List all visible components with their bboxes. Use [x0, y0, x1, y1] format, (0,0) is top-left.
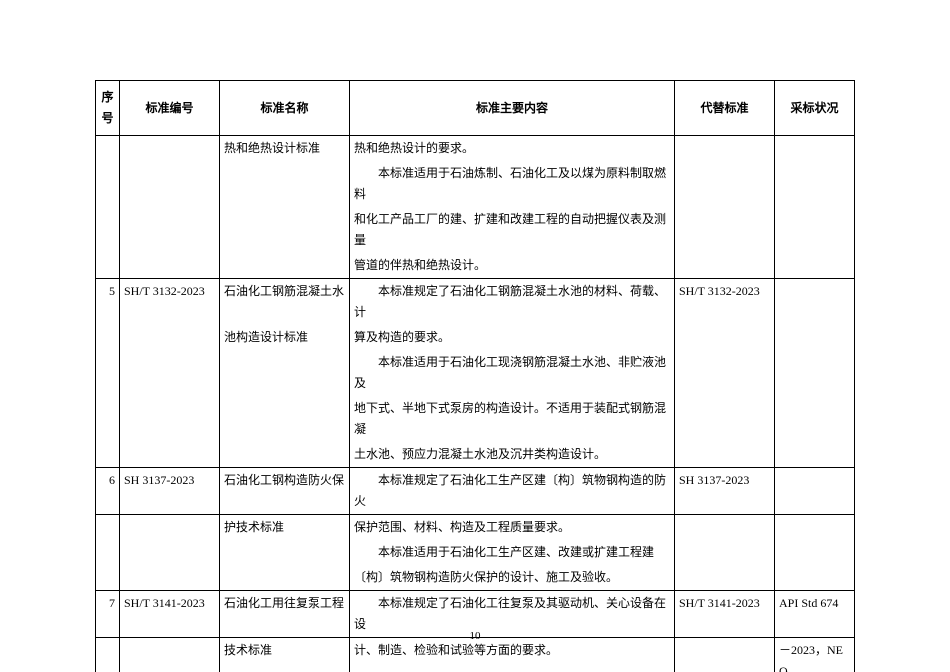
page-number: 10 [0, 630, 950, 642]
col-name: 标准名称 [220, 81, 350, 136]
cell-content: 本标准规定了石油化工钢筋混凝土水池的材料、荷载、计 [350, 279, 675, 326]
table-row: 护技术标准 保护范围、材料、构造及工程质量要求。 [96, 515, 855, 541]
table-row: 热和绝热设计标准 热和绝热设计的要求。 [96, 136, 855, 162]
col-seq: 序号 [96, 81, 120, 136]
cell-replace: SH/T 3132-2023 [675, 279, 775, 326]
cell-status [775, 136, 855, 162]
col-status: 采标状况 [775, 81, 855, 136]
cell-content: 和化工产品工厂的建、扩建和改建工程的自动把握仪表及测量 [350, 207, 675, 253]
table-row: 6 SH 3137-2023 石油化工钢构造防火保 本标准规定了石油化工生产区建… [96, 468, 855, 515]
table-row: 5 SH/T 3132-2023 石油化工钢筋混凝土水 本标准规定了石油化工钢筋… [96, 279, 855, 326]
cell-name: 池构造设计标准 [220, 325, 350, 350]
cell-code: SH/T 3132-2023 [120, 279, 220, 326]
col-code: 标准编号 [120, 81, 220, 136]
table-header-row: 序号 标准编号 标准名称 标准主要内容 代替标准 采标状况 [96, 81, 855, 136]
table-row: 本标准适用于石油化工生产区建、改建或扩建工程建 [96, 540, 855, 565]
table-row: 本标准适用于石油化工现浇钢筋混凝土水池、非贮液池及 [96, 350, 855, 396]
cell-content: 本标准适用于石油化工现浇钢筋混凝土水池、非贮液池及 [350, 350, 675, 396]
standards-table: 序号 标准编号 标准名称 标准主要内容 代替标准 采标状况 热和绝热设计标准 热… [95, 80, 855, 672]
text: 本标准适用于石油化工现浇钢筋混凝土水池、非贮液池及 [354, 355, 666, 390]
cell-seq: 6 [96, 468, 120, 515]
cell-content: 热和绝热设计的要求。 [350, 136, 675, 162]
table-row: 技术标准 计、制造、检验和试验等方面的要求。 －2023，NEQ [96, 638, 855, 672]
cell-content: 地下式、半地下式泵房的构造设计。不适用于装配式钢筋混凝 [350, 396, 675, 442]
page-container: 序号 标准编号 标准名称 标准主要内容 代替标准 采标状况 热和绝热设计标准 热… [0, 0, 950, 672]
cell-content: 管道的伴热和绝热设计。 [350, 253, 675, 279]
text: 本标准适用于石油化工生产区建、改建或扩建工程建 [378, 545, 654, 559]
cell-content: 土水池、预应力混凝土水池及沉井类构造设计。 [350, 442, 675, 468]
cell-name: 石油化工钢筋混凝土水 [220, 279, 350, 326]
table-row: 本标准适用于石油炼制、石油化工及以煤为原料制取燃料 [96, 161, 855, 207]
table-row: 土水池、预应力混凝土水池及沉井类构造设计。 [96, 442, 855, 468]
cell-name: 技术标准 [220, 638, 350, 672]
cell-status [775, 468, 855, 515]
cell-status [775, 279, 855, 326]
cell-content: 〔构〕筑物钢构造防火保护的设计、施工及验收。 [350, 565, 675, 591]
text: 本标准规定了石油化工生产区建〔构〕筑物钢构造的防火 [354, 473, 666, 508]
table-row: 管道的伴热和绝热设计。 [96, 253, 855, 279]
table-row: 池构造设计标准 算及构造的要求。 [96, 325, 855, 350]
text: 本标准适用于石油炼制、石油化工及以煤为原料制取燃料 [354, 166, 666, 201]
cell-replace [675, 136, 775, 162]
cell-seq: 5 [96, 279, 120, 326]
cell-replace: SH 3137-2023 [675, 468, 775, 515]
text: 本标准规定了石油化工钢筋混凝土水池的材料、荷载、计 [354, 284, 666, 319]
cell-content: 本标准适用于石油炼制、石油化工及以煤为原料制取燃料 [350, 161, 675, 207]
cell-name: 热和绝热设计标准 [220, 136, 350, 162]
col-replace: 代替标准 [675, 81, 775, 136]
cell-content: 本标准适用于石油化工生产区建、改建或扩建工程建 [350, 540, 675, 565]
col-content: 标准主要内容 [350, 81, 675, 136]
cell-status: －2023，NEQ [775, 638, 855, 672]
cell-code: SH 3137-2023 [120, 468, 220, 515]
cell-content: 计、制造、检验和试验等方面的要求。 [350, 638, 675, 672]
cell-name: 护技术标准 [220, 515, 350, 541]
table-row: 地下式、半地下式泵房的构造设计。不适用于装配式钢筋混凝 [96, 396, 855, 442]
cell-code [120, 136, 220, 162]
cell-content: 本标准规定了石油化工生产区建〔构〕筑物钢构造的防火 [350, 468, 675, 515]
cell-content: 算及构造的要求。 [350, 325, 675, 350]
table-row: 和化工产品工厂的建、扩建和改建工程的自动把握仪表及测量 [96, 207, 855, 253]
cell-seq [96, 136, 120, 162]
text: 本标准规定了石油化工往复泵及其驱动机、关心设备在设 [354, 596, 666, 631]
table-row: 〔构〕筑物钢构造防火保护的设计、施工及验收。 [96, 565, 855, 591]
cell-name: 石油化工钢构造防火保 [220, 468, 350, 515]
cell-content: 保护范围、材料、构造及工程质量要求。 [350, 515, 675, 541]
